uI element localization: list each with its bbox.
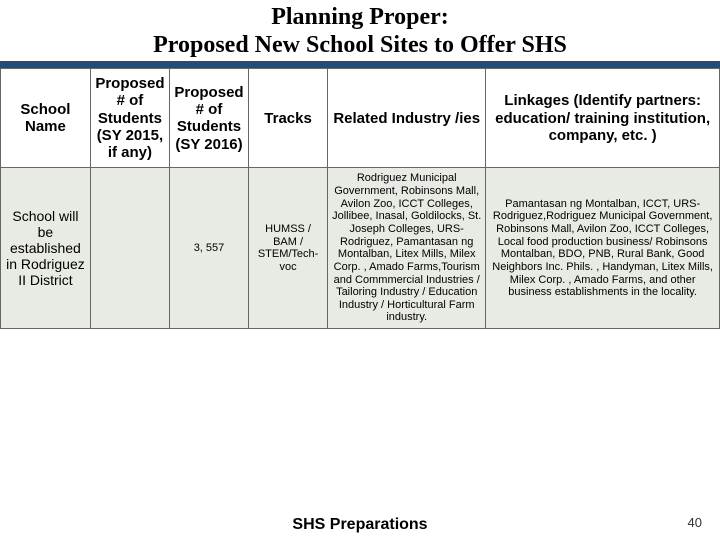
col-header-proposed-2016: Proposed # of Students (SY 2016) [169, 69, 248, 168]
title-line-2: Proposed New School Sites to Offer SHS [20, 32, 700, 60]
shs-sites-table: School Name Proposed # of Students (SY 2… [0, 68, 720, 329]
title-underline [0, 61, 720, 68]
col-header-linkages: Linkages (Identify partners: education/ … [486, 69, 720, 168]
table-header-row: School Name Proposed # of Students (SY 2… [1, 69, 720, 168]
cell-proposed-2015 [90, 168, 169, 329]
page-number: 40 [688, 515, 702, 530]
col-header-school-name: School Name [1, 69, 91, 168]
cell-linkages: Pamantasan ng Montalban, ICCT, URS-Rodri… [486, 168, 720, 329]
cell-proposed-2016: 3, 557 [169, 168, 248, 329]
footer-text: SHS Preparations [0, 516, 720, 534]
cell-school-name: School will be established in Rodriguez … [1, 168, 91, 329]
col-header-tracks: Tracks [249, 69, 328, 168]
col-header-industry: Related Industry /ies [328, 69, 486, 168]
cell-industry: Rodriguez Municipal Government, Robinson… [328, 168, 486, 329]
table-row: School will be established in Rodriguez … [1, 168, 720, 329]
title-line-1: Planning Proper: [20, 4, 700, 32]
slide-title: Planning Proper: Proposed New School Sit… [0, 0, 720, 59]
col-header-proposed-2015: Proposed # of Students (SY 2015, if any) [90, 69, 169, 168]
cell-tracks: HUMSS / BAM / STEM/Tech-voc [249, 168, 328, 329]
